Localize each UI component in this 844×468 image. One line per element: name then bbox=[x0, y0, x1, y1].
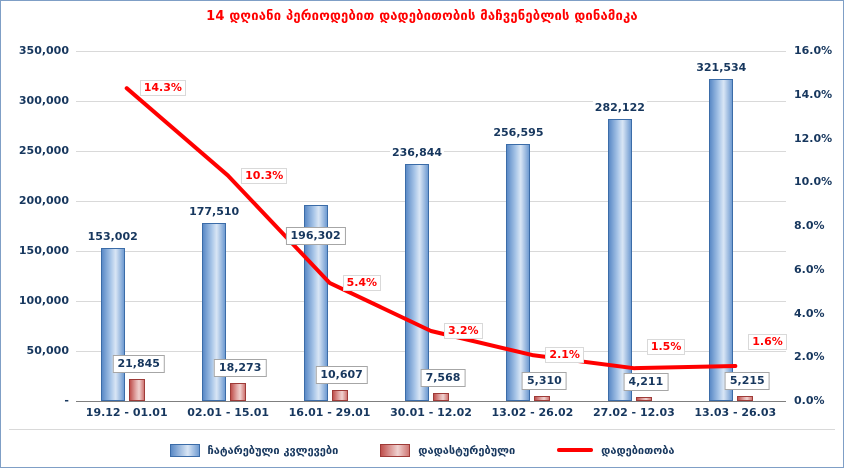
gridline bbox=[76, 51, 786, 52]
legend-label: დადასტურებული bbox=[418, 443, 516, 457]
bar-tests-conducted bbox=[709, 79, 734, 401]
x-axis-category: 02.01 - 15.01 bbox=[187, 406, 270, 419]
bar-confirmed bbox=[230, 382, 247, 401]
bar-label-tests: 153,002 bbox=[85, 229, 140, 244]
y-axis-right-tick: 16.0% bbox=[794, 44, 833, 57]
legend-item: დადებითობა bbox=[557, 444, 674, 457]
y-axis-right-tick: 6.0% bbox=[794, 262, 825, 276]
y-axis-left-tick: 300,000 bbox=[18, 94, 69, 107]
legend-separator-line bbox=[9, 429, 835, 430]
x-axis-category: 16.01 - 29.01 bbox=[288, 406, 371, 419]
y-axis-left-tick: 150,000 bbox=[18, 244, 69, 257]
y-axis-left-tick: - bbox=[64, 394, 69, 407]
y-axis-right-tick: 12.0% bbox=[794, 131, 833, 145]
line-label-positivity: 5.4% bbox=[342, 274, 382, 291]
bar-label-tests: 282,122 bbox=[592, 100, 647, 115]
line-label-positivity: 1.6% bbox=[748, 334, 787, 350]
x-axis-category: 13.03 - 26.03 bbox=[694, 406, 777, 419]
bar-label-tests: 177,510 bbox=[187, 205, 242, 220]
x-axis-line bbox=[76, 401, 786, 402]
bar-confirmed bbox=[534, 395, 551, 401]
bar-confirmed bbox=[635, 396, 652, 401]
bar-label-tests: 236,844 bbox=[389, 146, 445, 161]
bar-label-confirmed: 5,215 bbox=[724, 371, 770, 390]
bar-label-confirmed: 21,845 bbox=[112, 355, 165, 374]
y-axis-left-tick: 50,000 bbox=[26, 344, 69, 357]
x-axis-category: 19.12 - 01.01 bbox=[85, 406, 168, 419]
y-axis-right-tick: 10.0% bbox=[794, 175, 833, 189]
y-axis-left-tick: 250,000 bbox=[18, 144, 69, 157]
bar-tests-conducted bbox=[607, 118, 632, 401]
y-axis-left-tick: 350,000 bbox=[18, 44, 69, 57]
line-label-positivity: 2.1% bbox=[545, 347, 584, 364]
bar-label-confirmed: 18,273 bbox=[213, 358, 267, 377]
legend-swatch-positivity-line bbox=[557, 448, 594, 452]
gridline bbox=[76, 251, 786, 252]
legend-item: დადასტურებული bbox=[380, 443, 516, 457]
bar-tests-conducted bbox=[405, 164, 429, 401]
legend-swatch-confirmed-bar bbox=[380, 443, 411, 457]
legend-swatch-tests-bar bbox=[169, 443, 200, 457]
bar-tests-conducted bbox=[506, 144, 531, 401]
legend-item: ჩატარებული კვლევები bbox=[169, 443, 339, 457]
bar-label-tests: 256,595 bbox=[491, 126, 546, 141]
y-axis-right-tick: 0.0% bbox=[794, 394, 825, 407]
y-axis-right-tick: 8.0% bbox=[794, 219, 825, 232]
line-label-positivity: 10.3% bbox=[241, 167, 288, 184]
x-axis-category: 27.02 - 12.03 bbox=[592, 406, 675, 419]
bar-label-tests: 196,302 bbox=[285, 226, 346, 245]
legend-label: დადებითობა bbox=[601, 443, 675, 457]
x-axis-category: 13.02 - 26.02 bbox=[491, 406, 574, 419]
bar-tests-conducted bbox=[100, 247, 125, 401]
bar-confirmed bbox=[128, 379, 145, 401]
x-axis-category: 30.01 - 12.02 bbox=[390, 406, 472, 419]
line-label-positivity: 14.3% bbox=[139, 80, 186, 97]
gridline bbox=[76, 301, 786, 302]
y-axis-right-tick: 4.0% bbox=[794, 306, 825, 320]
bar-label-confirmed: 5,310 bbox=[522, 371, 567, 390]
gridline bbox=[76, 101, 786, 102]
line-label-positivity: 1.5% bbox=[646, 339, 686, 356]
bar-label-confirmed: 10,607 bbox=[315, 366, 368, 385]
chart-title: 14 დღიანი პერიოდებით დადებითობის მაჩვენე… bbox=[206, 9, 638, 24]
y-axis-left-tick: 100,000 bbox=[18, 294, 69, 307]
line-label-positivity: 3.2% bbox=[444, 323, 483, 339]
legend-label: ჩატარებული კვლევები bbox=[207, 443, 339, 457]
y-axis-right-tick: 14.0% bbox=[794, 87, 833, 101]
bar-label-confirmed: 4,211 bbox=[623, 372, 669, 391]
bar-confirmed bbox=[737, 395, 754, 401]
bar-confirmed bbox=[433, 393, 449, 401]
y-axis-left-tick: 200,000 bbox=[18, 194, 69, 207]
y-axis-right-tick: 2.0% bbox=[794, 350, 825, 364]
bar-label-confirmed: 7,568 bbox=[420, 369, 466, 388]
bar-confirmed bbox=[331, 390, 348, 401]
bar-label-tests: 321,534 bbox=[694, 61, 749, 76]
chart-legend: ჩატარებული კვლევები დადასტურებული დადებითო… bbox=[1, 437, 843, 463]
gridline bbox=[76, 201, 786, 202]
